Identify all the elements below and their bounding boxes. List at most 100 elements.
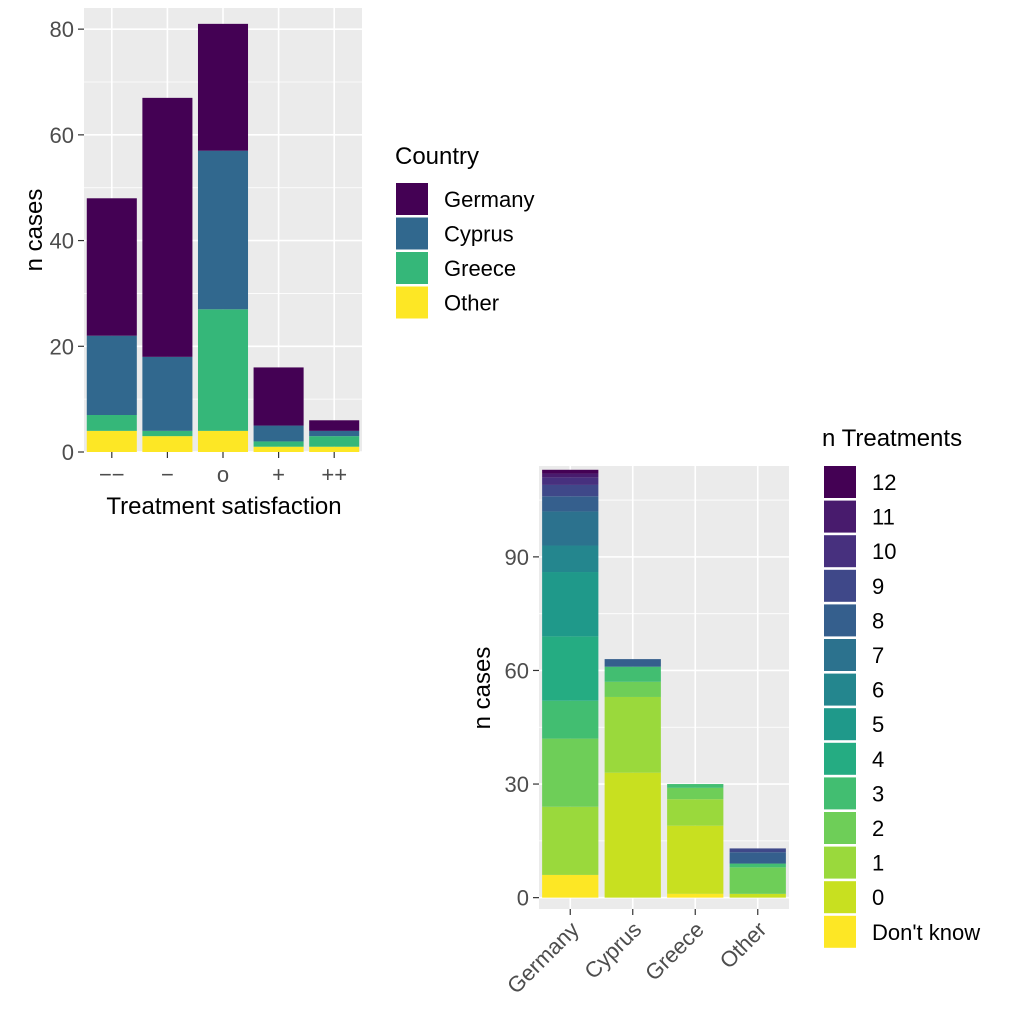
y-tick-label: 40 bbox=[50, 229, 74, 254]
bar-segment-c1-3-2 bbox=[253, 425, 304, 442]
bar-segment-c1-2-1 bbox=[197, 309, 249, 431]
bar-segment-c2-3-9 bbox=[729, 852, 786, 864]
legend-key bbox=[824, 777, 856, 810]
bar-segment-c2-0-12 bbox=[542, 473, 599, 478]
chart1-legend-title: Country bbox=[395, 143, 479, 170]
chart1-legend: Country Germany Cyprus Greece Other bbox=[395, 143, 534, 319]
legend-label: 8 bbox=[872, 608, 884, 633]
bar-segment-c2-2-2 bbox=[667, 799, 724, 826]
y-tick-label: 60 bbox=[505, 658, 529, 683]
bar-segment-c2-2-0 bbox=[667, 893, 724, 898]
legend-key bbox=[396, 286, 428, 319]
bar-segment-c2-0-11 bbox=[542, 477, 599, 485]
legend-key bbox=[824, 812, 856, 844]
bar-segment-c2-0-6 bbox=[542, 572, 599, 637]
bar-segment-c2-1-2 bbox=[604, 696, 661, 773]
bar-segment-c1-0-1 bbox=[86, 415, 137, 431]
legend-label: Don't know bbox=[872, 920, 980, 945]
y-tick-label: 80 bbox=[50, 17, 74, 42]
legend-key bbox=[396, 183, 428, 215]
legend-key bbox=[396, 217, 428, 250]
legend-key bbox=[824, 466, 856, 498]
legend-label: 7 bbox=[872, 643, 884, 668]
legend-label: 2 bbox=[872, 816, 884, 841]
legend-key bbox=[824, 915, 856, 948]
bar-segment-c2-2-1 bbox=[667, 825, 724, 894]
bar-segment-c2-1-9 bbox=[604, 659, 661, 667]
bar-segment-c1-4-0 bbox=[309, 446, 360, 452]
legend-label: 11 bbox=[872, 505, 895, 530]
bar-segment-c2-2-4 bbox=[667, 784, 724, 788]
x-tick-label: − bbox=[161, 462, 174, 487]
x-tick-label: −− bbox=[99, 462, 125, 487]
legend-key bbox=[824, 846, 856, 879]
y-tick-label: 0 bbox=[62, 440, 74, 465]
bar-segment-c1-1-1 bbox=[142, 430, 193, 437]
bar-segment-c2-1-4 bbox=[604, 666, 661, 682]
legend-key bbox=[824, 500, 856, 533]
bar-segment-c1-1-0 bbox=[142, 436, 193, 452]
legend-label: 10 bbox=[872, 539, 896, 564]
bar-segment-c2-3-10 bbox=[729, 848, 786, 853]
bar-segment-c1-2-0 bbox=[197, 430, 249, 452]
legend-label: 12 bbox=[872, 470, 896, 495]
bar-segment-c2-3-1 bbox=[729, 893, 786, 898]
bar-segment-c2-0-8 bbox=[542, 511, 599, 546]
x-tick-label: ++ bbox=[321, 462, 347, 487]
y-tick-label: 0 bbox=[517, 886, 529, 911]
bar-segment-c2-0-13 bbox=[542, 469, 599, 474]
bar-segment-c2-2-3 bbox=[667, 787, 724, 800]
y-tick-label: 30 bbox=[505, 772, 529, 797]
legend-label: 4 bbox=[872, 747, 884, 772]
bar-segment-c1-3-3 bbox=[253, 367, 304, 426]
bar-segment-c1-2-3 bbox=[197, 23, 249, 151]
bar-segment-c2-1-1 bbox=[604, 772, 661, 898]
chart1-x-axis-title: Treatment satisfaction bbox=[106, 493, 341, 520]
legend-key bbox=[396, 252, 428, 284]
x-tick-label: Cyprus bbox=[579, 917, 646, 984]
bar-segment-c2-3-4 bbox=[729, 863, 786, 868]
legend-key bbox=[824, 639, 856, 671]
legend-label: 1 bbox=[872, 851, 884, 876]
bar-segment-c2-0-4 bbox=[542, 700, 599, 739]
legend-label: 0 bbox=[872, 885, 884, 910]
x-tick-label: + bbox=[272, 462, 285, 487]
legend-key bbox=[824, 535, 856, 568]
bar-segment-c1-4-3 bbox=[309, 420, 360, 431]
legend-label: Germany bbox=[444, 187, 534, 212]
y-tick-label: 20 bbox=[50, 334, 74, 359]
bar-segment-c2-0-2 bbox=[542, 806, 599, 875]
bar-segment-c1-0-0 bbox=[86, 430, 137, 452]
chart2-legend-title: n Treatments bbox=[822, 425, 962, 452]
bar-segment-c1-2-2 bbox=[197, 150, 249, 310]
legend-label: 6 bbox=[872, 678, 884, 703]
y-tick-label: 60 bbox=[50, 123, 74, 148]
y-tick-label: 90 bbox=[505, 545, 529, 570]
chart1-y-axis-title: n cases bbox=[21, 189, 48, 272]
x-tick-label: Other bbox=[715, 917, 772, 974]
legend-label: Cyprus bbox=[444, 222, 514, 247]
x-tick-label: o bbox=[217, 462, 229, 487]
bar-segment-c1-3-0 bbox=[253, 446, 304, 452]
bar-segment-c2-0-0 bbox=[542, 874, 599, 898]
chart2-bars bbox=[542, 469, 786, 898]
x-tick-label: Greece bbox=[640, 917, 709, 986]
bar-segment-c1-1-2 bbox=[142, 356, 193, 431]
bar-segment-c1-4-1 bbox=[309, 436, 360, 447]
legend-label: Other bbox=[444, 291, 499, 316]
legend-key bbox=[824, 673, 856, 706]
legend-label: 9 bbox=[872, 574, 884, 599]
bar-segment-c2-1-3 bbox=[604, 681, 661, 697]
bar-segment-c2-0-10 bbox=[542, 484, 599, 497]
chart1-bars bbox=[86, 23, 360, 452]
bar-segment-c2-0-7 bbox=[542, 545, 599, 573]
legend-key bbox=[824, 742, 856, 775]
bar-segment-c2-0-5 bbox=[542, 636, 599, 701]
legend-label: Greece bbox=[444, 256, 516, 281]
bar-segment-c1-0-3 bbox=[86, 198, 137, 336]
legend-label: 3 bbox=[872, 781, 884, 806]
